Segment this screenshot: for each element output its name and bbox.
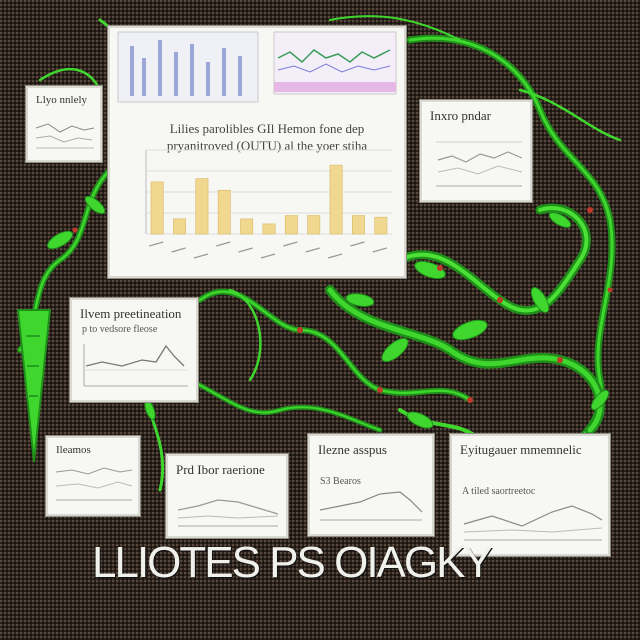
bud — [437, 265, 443, 271]
panel-bottom-2: Prd Ibor raerione — [166, 454, 288, 538]
tick-mark-6 — [283, 241, 298, 247]
vine — [327, 287, 603, 433]
vine — [189, 379, 381, 431]
panel-title: Eyitugauer mmemnelic — [460, 442, 582, 457]
headline-line-2: pryanitroved (OUTU) al the yoer stiha — [166, 138, 368, 153]
main-panel-headline: Lilies parolibles GIl Hemon fone dep pry… — [150, 120, 384, 154]
green-stalk-shape — [16, 309, 52, 463]
bar-7 — [307, 215, 321, 235]
panel-title: Llyo nnlely — [36, 94, 88, 106]
bud — [557, 357, 563, 363]
leaf — [144, 400, 156, 420]
panel-subtitle: S3 Bearos — [320, 476, 361, 487]
bar-6 — [284, 215, 298, 235]
panel-title: Ileamos — [56, 444, 91, 456]
bud — [72, 227, 78, 233]
vine — [329, 15, 461, 41]
top-thumbnails — [117, 31, 397, 103]
panel-bottom-3: Ilezne asspus S3 Bearos — [308, 434, 434, 536]
panel-title: Inxro pndar — [430, 108, 492, 123]
panel-top-left: Llyo nnlely — [26, 86, 102, 162]
panel-subtitle: p to vedsore fleose — [82, 324, 158, 335]
vine — [187, 377, 383, 433]
headline-line-1: Lilies parolibles GIl Hemon fone dep — [169, 121, 365, 136]
vine — [38, 68, 102, 92]
panel-title: Ilezne asspus — [318, 442, 387, 457]
panel-top-right: Inxro pndar — [420, 100, 532, 202]
bar-0 — [150, 181, 164, 235]
tick-mark-3 — [216, 241, 231, 247]
leaf — [84, 195, 106, 215]
leaf — [530, 287, 550, 313]
tick-mark-1 — [171, 247, 186, 253]
bud — [587, 207, 593, 213]
leaf — [47, 230, 73, 250]
image-caption: LLIOTES PS OIAGKY — [92, 538, 493, 587]
main-chart-panel: Lilies parolibles GIl Hemon fone dep pry… — [108, 26, 406, 278]
panel-bottom-4: Eyitugauer mmemnelic A tiled saortreetoc — [450, 434, 610, 556]
bud — [467, 397, 473, 403]
mini-line-chart — [55, 467, 133, 501]
bar-5 — [262, 223, 276, 235]
panel-middle-left: Ilvem preetineation p to vedsore fleose — [70, 298, 198, 402]
panel-bottom-1: Ileamos — [46, 436, 140, 516]
mini-line-chart — [436, 141, 523, 187]
bar-10 — [374, 216, 388, 235]
tick-mark-0 — [149, 241, 164, 247]
leaf — [590, 389, 610, 411]
bar-4 — [240, 218, 254, 235]
panel-title: Prd Ibor raerione — [176, 462, 265, 477]
tick-mark-7 — [305, 247, 320, 253]
bar-3 — [217, 190, 231, 235]
leaf — [406, 411, 434, 429]
bar-2 — [195, 178, 209, 235]
mini-line-chart — [83, 344, 188, 387]
leaf — [414, 260, 446, 280]
panel-title: Ilvem preetineation — [80, 306, 182, 321]
bud — [497, 297, 503, 303]
mini-line-chart — [177, 499, 279, 527]
leaf — [548, 212, 572, 228]
leaf — [452, 319, 488, 341]
bar-8 — [329, 164, 343, 235]
bar-chart — [145, 149, 392, 259]
mini-line-chart — [35, 123, 95, 149]
vine — [228, 288, 262, 382]
tick-mark-5 — [260, 253, 276, 259]
leaf — [345, 293, 375, 307]
tick-mark-2 — [193, 253, 209, 259]
mini-line-chart — [319, 491, 423, 521]
tick-mark-8 — [327, 253, 343, 259]
panel-subtitle: A tiled saortreetoc — [462, 486, 536, 497]
leaf — [381, 337, 409, 363]
tick-mark-4 — [238, 247, 253, 253]
tick-mark-9 — [350, 241, 365, 247]
mini-line-chart — [463, 505, 603, 541]
vine — [198, 290, 472, 402]
bud — [607, 287, 613, 293]
vine — [518, 88, 622, 142]
bud — [297, 327, 303, 333]
tick-mark-10 — [372, 247, 387, 253]
bar-1 — [173, 218, 186, 235]
bud — [377, 387, 383, 393]
bar-9 — [352, 215, 365, 235]
